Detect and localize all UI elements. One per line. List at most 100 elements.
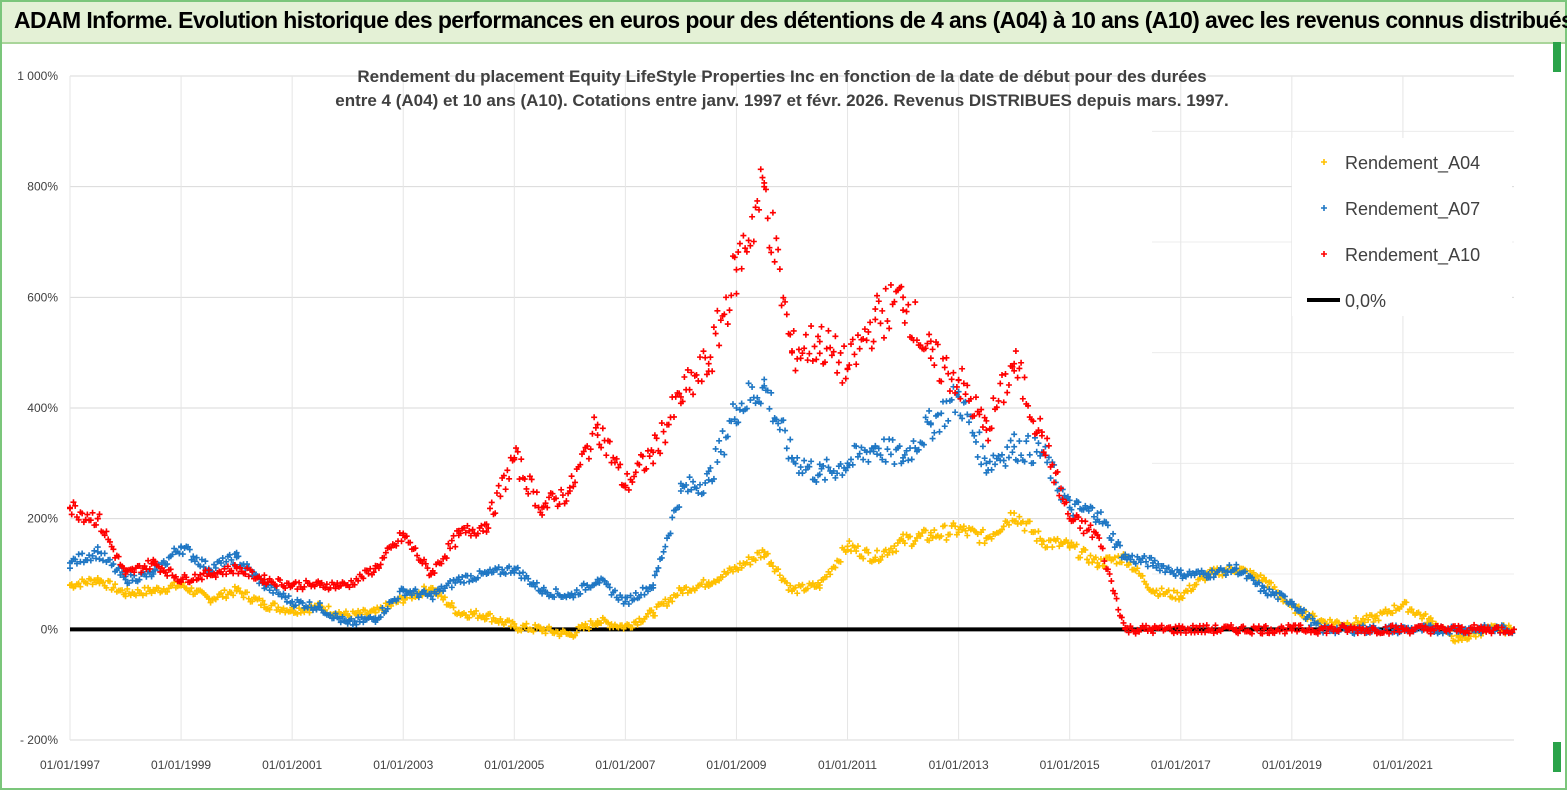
mark-rendement-a04 bbox=[219, 593, 226, 600]
mark-rendement-a04 bbox=[542, 630, 549, 637]
mark-rendement-a07 bbox=[1016, 438, 1023, 445]
mark-rendement-a04 bbox=[207, 599, 214, 606]
point-rendement-a04 bbox=[455, 609, 462, 616]
mark-rendement-a10 bbox=[558, 486, 565, 493]
mark-rendement-a10 bbox=[212, 574, 219, 581]
mark-rendement-a10 bbox=[421, 556, 428, 563]
mark-rendement-a04 bbox=[271, 600, 278, 607]
mark-rendement-a07 bbox=[1035, 440, 1042, 447]
mark-rendement-a07 bbox=[658, 554, 665, 561]
mark-rendement-a10 bbox=[1120, 619, 1127, 626]
mark-rendement-a10 bbox=[424, 565, 431, 572]
y-tick-label: - 200% bbox=[20, 733, 58, 747]
point-rendement-a10 bbox=[1483, 626, 1490, 633]
mark-rendement-a10 bbox=[723, 294, 730, 301]
x-tick-label: 01/01/2003 bbox=[373, 758, 433, 772]
mark-rendement-a04 bbox=[466, 614, 473, 621]
mark-rendement-a04 bbox=[296, 605, 303, 612]
mark-rendement-a10 bbox=[381, 554, 388, 561]
mark-rendement-a04 bbox=[598, 620, 605, 627]
mark-rendement-a07 bbox=[724, 433, 731, 440]
mark-rendement-a04 bbox=[1365, 616, 1372, 623]
mark-rendement-a07 bbox=[783, 445, 790, 452]
mark-rendement-a07 bbox=[186, 546, 193, 553]
mark-rendement-a07 bbox=[860, 456, 867, 463]
mark-rendement-a04 bbox=[837, 558, 844, 565]
mark-rendement-a07 bbox=[972, 438, 979, 445]
mark-rendement-a04 bbox=[1172, 595, 1179, 602]
mark-rendement-a04 bbox=[370, 606, 377, 613]
mark-rendement-a10 bbox=[1465, 630, 1472, 637]
mark-rendement-a10 bbox=[962, 391, 969, 398]
mark-rendement-a10 bbox=[75, 516, 82, 523]
y-tick-label: 800% bbox=[27, 180, 58, 194]
mark-rendement-a07 bbox=[601, 577, 608, 584]
mark-rendement-a10 bbox=[355, 577, 362, 584]
mark-rendement-a10 bbox=[740, 232, 747, 239]
mark-rendement-a10 bbox=[891, 298, 898, 305]
point-rendement-a10 bbox=[511, 454, 518, 461]
mark-rendement-a07 bbox=[816, 461, 823, 468]
mark-rendement-a04 bbox=[922, 527, 929, 534]
mark-rendement-a04 bbox=[342, 608, 349, 615]
mark-rendement-a07 bbox=[908, 456, 915, 463]
mark-rendement-a04 bbox=[964, 532, 971, 539]
mark-rendement-a04 bbox=[743, 559, 750, 566]
mark-rendement-a07 bbox=[747, 397, 754, 404]
mark-rendement-a04 bbox=[981, 540, 988, 547]
mark-rendement-a10 bbox=[1203, 622, 1210, 629]
mark-rendement-a10 bbox=[1476, 627, 1483, 634]
mark-rendement-a07 bbox=[1144, 563, 1151, 570]
mark-rendement-a04 bbox=[231, 583, 238, 590]
mark-rendement-a07 bbox=[1064, 493, 1071, 500]
mark-rendement-a10 bbox=[976, 411, 983, 418]
mark-rendement-a07 bbox=[412, 586, 419, 593]
mark-rendement-a04 bbox=[164, 588, 171, 595]
mark-rendement-a07 bbox=[1143, 558, 1150, 565]
mark-rendement-a10 bbox=[1077, 525, 1084, 532]
mark-rendement-a04 bbox=[999, 526, 1005, 533]
mark-rendement-a07 bbox=[882, 458, 889, 465]
mark-rendement-a10 bbox=[938, 378, 945, 385]
mark-rendement-a10 bbox=[245, 573, 252, 580]
mark-rendement-a10 bbox=[764, 215, 771, 222]
mark-rendement-a07 bbox=[596, 579, 603, 586]
mark-rendement-a07 bbox=[336, 615, 343, 622]
mark-rendement-a07 bbox=[160, 558, 167, 565]
mark-rendement-a10 bbox=[1033, 430, 1040, 437]
mark-rendement-a10 bbox=[167, 566, 174, 573]
x-tick-label: 01/01/2019 bbox=[1262, 758, 1322, 772]
mark-rendement-a07 bbox=[754, 394, 761, 401]
mark-rendement-a07 bbox=[929, 435, 936, 442]
mark-rendement-a10 bbox=[136, 562, 143, 569]
banner: ADAM Informe. Evolution historique des p… bbox=[2, 2, 1567, 44]
banner-title: ADAM Informe. Evolution historique des p… bbox=[14, 7, 1567, 33]
mark-rendement-a07 bbox=[1226, 562, 1233, 569]
mark-rendement-a07 bbox=[915, 446, 922, 453]
mark-rendement-a04 bbox=[674, 592, 681, 599]
mark-rendement-a07 bbox=[226, 551, 233, 558]
mark-rendement-a10 bbox=[714, 307, 721, 314]
mark-rendement-a07 bbox=[1153, 564, 1160, 571]
mark-rendement-a07 bbox=[228, 556, 235, 563]
mark-rendement-a07 bbox=[1155, 560, 1162, 567]
mark-rendement-a04 bbox=[988, 535, 995, 542]
mark-rendement-a07 bbox=[72, 556, 79, 563]
mark-rendement-a10 bbox=[999, 371, 1005, 378]
mark-rendement-a10 bbox=[988, 425, 995, 432]
mark-rendement-a07 bbox=[605, 581, 612, 588]
mark-rendement-a07 bbox=[1066, 497, 1073, 504]
mark-rendement-a04 bbox=[1268, 579, 1275, 586]
mark-rendement-a04 bbox=[119, 587, 126, 594]
mark-rendement-a04 bbox=[756, 549, 763, 556]
mark-rendement-a10 bbox=[700, 348, 707, 355]
mark-rendement-a07 bbox=[544, 589, 551, 596]
mark-rendement-a07 bbox=[729, 401, 736, 408]
mark-rendement-a07 bbox=[662, 543, 669, 550]
mark-rendement-a04 bbox=[1000, 523, 1007, 530]
point-rendement-a07 bbox=[927, 421, 934, 428]
point-rendement-a07 bbox=[1094, 510, 1101, 517]
mark-rendement-a04 bbox=[438, 593, 445, 600]
mark-rendement-a04 bbox=[660, 600, 667, 607]
mark-rendement-a07 bbox=[735, 419, 742, 426]
